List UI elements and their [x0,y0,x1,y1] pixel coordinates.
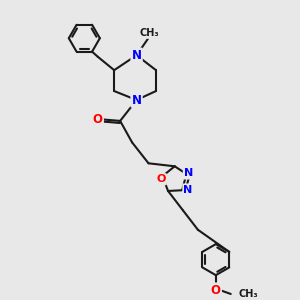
Text: O: O [156,174,166,184]
Text: O: O [211,284,221,297]
Text: N: N [184,168,193,178]
Text: O: O [93,113,103,126]
Text: CH₃: CH₃ [238,289,258,299]
Text: CH₃: CH₃ [140,28,159,38]
Text: N: N [132,94,142,106]
Text: N: N [183,184,193,195]
Text: N: N [132,49,142,62]
